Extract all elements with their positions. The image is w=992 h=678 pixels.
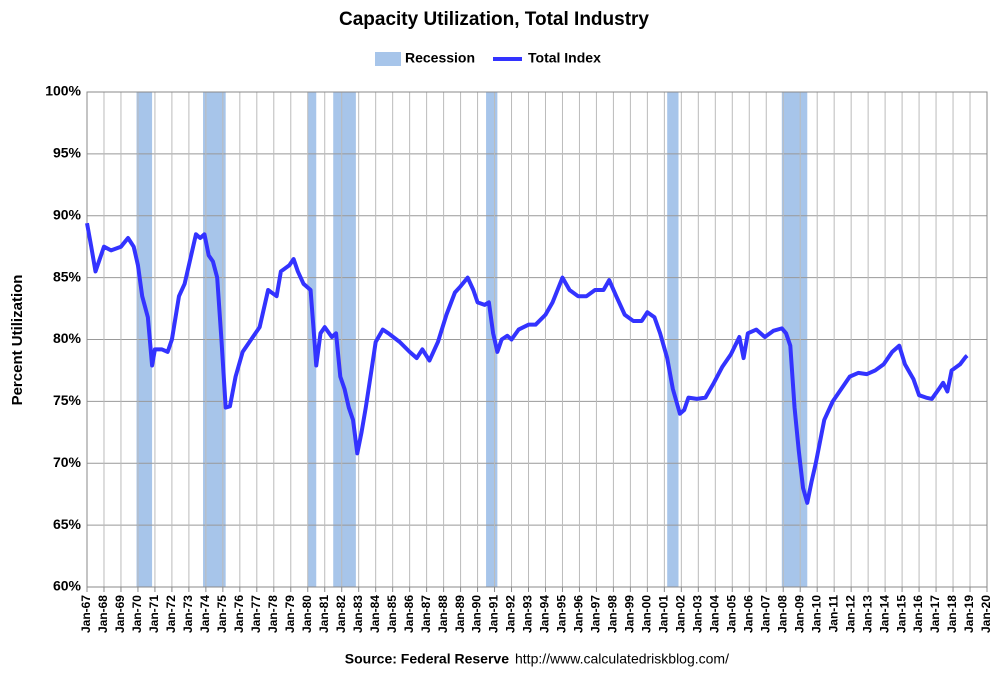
x-tick-label: Jan-19 (962, 595, 976, 633)
y-tick-label: 75% (53, 392, 82, 408)
x-tick-label: Jan-83 (351, 595, 365, 633)
chart-title: Capacity Utilization, Total Industry (339, 9, 649, 30)
x-tick-label: Jan-85 (385, 595, 399, 633)
y-tick-label: 60% (53, 578, 82, 594)
x-tick-label: Jan-92 (504, 595, 518, 633)
x-tick-label: Jan-16 (911, 595, 925, 633)
x-tick-label: Jan-10 (809, 595, 823, 633)
x-tick-label: Jan-14 (877, 595, 891, 633)
x-tick-label: Jan-77 (249, 595, 263, 633)
x-tick-label: Jan-93 (521, 595, 535, 633)
source: Source: Federal Reserve (345, 651, 509, 667)
x-tick-label: Jan-04 (707, 595, 721, 633)
x-tick-label: Jan-88 (436, 595, 450, 633)
x-tick-label: Jan-05 (724, 595, 738, 633)
y-tick-label: 100% (45, 83, 81, 99)
x-tick-label: Jan-84 (368, 595, 382, 633)
legend-label: Total Index (528, 50, 601, 66)
legend-label: Recession (405, 50, 475, 66)
x-tick-label: Jan-02 (674, 595, 688, 633)
y-tick-label: 95% (53, 145, 82, 161)
y-tick-label: 90% (53, 206, 82, 222)
x-tick-label: Jan-96 (572, 595, 586, 633)
source-url: http://www.calculatedriskblog.com/ (515, 651, 729, 667)
x-tick-label: Jan-03 (690, 595, 704, 633)
x-tick-label: Jan-75 (215, 595, 229, 633)
x-tick-label: Jan-81 (317, 595, 331, 633)
x-tick-label: Jan-95 (555, 595, 569, 633)
x-tick-label: Jan-74 (198, 595, 212, 633)
x-tick-label: Jan-12 (843, 595, 857, 633)
x-tick-label: Jan-67 (79, 595, 93, 633)
x-tick-label: Jan-70 (130, 595, 144, 633)
x-tick-label: Jan-87 (419, 595, 433, 633)
legend-swatch (375, 52, 401, 66)
y-tick-label: 70% (53, 454, 82, 470)
x-tick-label: Jan-07 (758, 595, 772, 633)
x-tick-label: Jan-89 (453, 595, 467, 633)
x-tick-label: Jan-79 (283, 595, 297, 633)
x-tick-label: Jan-98 (606, 595, 620, 633)
x-tick-label: Jan-73 (181, 595, 195, 633)
x-tick-label: Jan-72 (164, 595, 178, 633)
x-tick-label: Jan-91 (487, 595, 501, 633)
x-tick-label: Jan-01 (657, 595, 671, 633)
x-tick-label: Jan-90 (470, 595, 484, 633)
x-tick-label: Jan-09 (792, 595, 806, 633)
x-tick-label: Jan-13 (860, 595, 874, 633)
y-tick-label: 85% (53, 268, 82, 284)
x-tick-label: Jan-94 (538, 595, 552, 633)
x-tick-label: Jan-20 (979, 595, 992, 633)
x-tick-label: Jan-15 (894, 595, 908, 633)
x-tick-label: Jan-97 (589, 595, 603, 633)
x-tick-label: Jan-00 (640, 595, 654, 633)
x-tick-label: Jan-17 (928, 595, 942, 633)
y-tick-label: 65% (53, 516, 82, 532)
x-tick-label: Jan-08 (775, 595, 789, 633)
y-axis-label: Percent Utilization (9, 275, 26, 406)
x-tick-label: Jan-71 (147, 595, 161, 633)
x-tick-label: Jan-82 (334, 595, 348, 633)
x-tick-label: Jan-06 (741, 595, 755, 633)
x-tick-label: Jan-80 (300, 595, 314, 633)
x-tick-label: Jan-99 (623, 595, 637, 633)
x-tick-label: Jan-76 (232, 595, 246, 633)
x-tick-label: Jan-86 (402, 595, 416, 633)
plot-border (86, 91, 988, 588)
x-tick-label: Jan-68 (96, 595, 110, 633)
x-tick-label: Jan-78 (266, 595, 280, 633)
y-tick-label: 80% (53, 330, 82, 346)
x-tick-label: Jan-18 (945, 595, 959, 633)
x-tick-label: Jan-69 (113, 595, 127, 633)
data-line (85, 222, 969, 505)
x-tick-label: Jan-11 (826, 595, 840, 633)
